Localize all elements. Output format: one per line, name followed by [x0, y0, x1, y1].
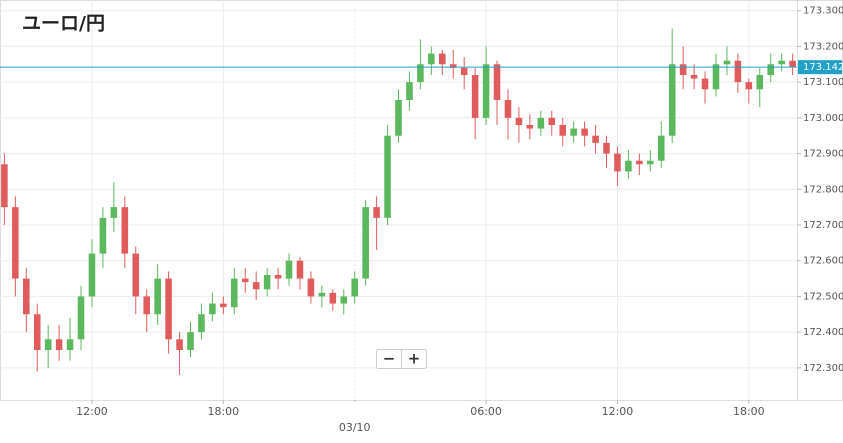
y-tick-label: 172.400: [803, 327, 843, 338]
x-tick-label: 12:00: [76, 405, 108, 418]
candle-body: [406, 82, 413, 100]
candle-body: [307, 278, 315, 297]
candle-body: [537, 117, 545, 129]
y-tick-label: 173.300: [803, 6, 843, 17]
y-tick-label: 173.100: [803, 77, 843, 88]
candle-body: [471, 75, 479, 118]
candle-body: [318, 292, 326, 297]
x-tick-label: 18:00: [207, 405, 239, 418]
candle-body: [778, 60, 785, 65]
candle-body: [12, 207, 19, 279]
candle-body: [756, 75, 764, 90]
y-tick-label: 172.600: [803, 256, 843, 267]
candle-body: [77, 296, 85, 340]
x-tick-label: 03/10: [339, 421, 371, 434]
candle-body: [417, 64, 424, 83]
candle-body: [373, 207, 380, 218]
candle-body: [701, 78, 709, 90]
candle-body: [712, 64, 720, 90]
candle-body: [504, 100, 512, 118]
candle-body: [636, 160, 643, 165]
candle-body: [209, 303, 216, 315]
candle-body: [340, 296, 348, 304]
candle-body: [241, 278, 249, 283]
candle-body: [110, 207, 118, 218]
x-tick-label: 12:00: [602, 405, 634, 418]
candle-body: [526, 125, 534, 129]
chart-title: ユーロ/円: [22, 13, 105, 35]
candle-body: [603, 142, 610, 154]
candle-body: [121, 207, 129, 254]
candle-body: [493, 64, 501, 100]
candle-body: [449, 64, 457, 68]
candle-body: [55, 339, 63, 350]
candle-body: [439, 53, 446, 65]
candle-body: [22, 278, 30, 315]
last-price-box: [798, 60, 842, 75]
candle-body: [460, 67, 468, 75]
candle-body: [132, 253, 140, 297]
candle-body: [143, 296, 150, 315]
last-price-label: 173.142: [803, 62, 843, 73]
candle-body: [263, 275, 271, 290]
candle-body: [668, 64, 676, 136]
candle-body: [220, 303, 227, 308]
zoom-in-button[interactable]: +: [408, 350, 421, 368]
candle-body: [395, 100, 402, 136]
candle-body: [614, 153, 621, 172]
candle-body: [559, 125, 567, 136]
candle-body: [734, 60, 742, 83]
candle-body: [88, 253, 96, 297]
y-tick-label: 172.300: [803, 363, 843, 374]
candle-body: [198, 314, 205, 333]
candle-body: [329, 292, 337, 304]
candle-body: [154, 278, 161, 315]
candle-body: [66, 339, 74, 350]
candle-body: [625, 160, 632, 172]
candle-body: [723, 60, 731, 65]
candle-body: [230, 278, 238, 308]
candle-body: [482, 64, 490, 118]
candle-body: [690, 75, 698, 79]
candle-body: [745, 82, 753, 90]
candle-body: [789, 60, 796, 68]
y-tick-label: 172.700: [803, 220, 843, 231]
y-tick-label: 172.500: [803, 291, 843, 302]
candle-body: [548, 117, 556, 125]
candle-body: [274, 275, 282, 279]
plot-area: [0, 0, 798, 401]
candle-body: [592, 135, 599, 143]
candle-body: [428, 53, 435, 65]
candle-body: [1, 164, 8, 208]
candle-body: [362, 207, 369, 279]
candle-body: [296, 260, 304, 279]
x-tick-label: 06:00: [470, 405, 502, 418]
y-tick-label: 172.800: [803, 184, 843, 195]
candle-body: [33, 314, 41, 350]
candle-body: [647, 160, 654, 165]
candle-body: [767, 64, 775, 75]
x-tick-label: 18:00: [733, 405, 765, 418]
zoom-out-button[interactable]: −: [383, 350, 396, 368]
candle-body: [176, 339, 183, 350]
candle-body: [570, 128, 577, 136]
y-tick-label: 173.200: [803, 41, 843, 52]
candle-body: [187, 332, 194, 350]
candle-body: [285, 260, 293, 279]
candle-body: [581, 128, 588, 136]
candle-body: [351, 278, 358, 297]
candle-body: [384, 135, 391, 218]
y-tick-label: 173.000: [803, 113, 843, 124]
candle-body: [99, 217, 107, 254]
candle-body: [657, 135, 665, 161]
candle-body: [165, 278, 172, 340]
candle-body: [515, 117, 523, 125]
candle-body: [252, 282, 260, 290]
candle-body: [44, 339, 52, 350]
candle-body: [679, 64, 687, 75]
y-tick-label: 172.900: [803, 149, 843, 160]
marks: 172.300 172.400 172.500 172.600 172.700 172.8…: [0, 0, 843, 434]
